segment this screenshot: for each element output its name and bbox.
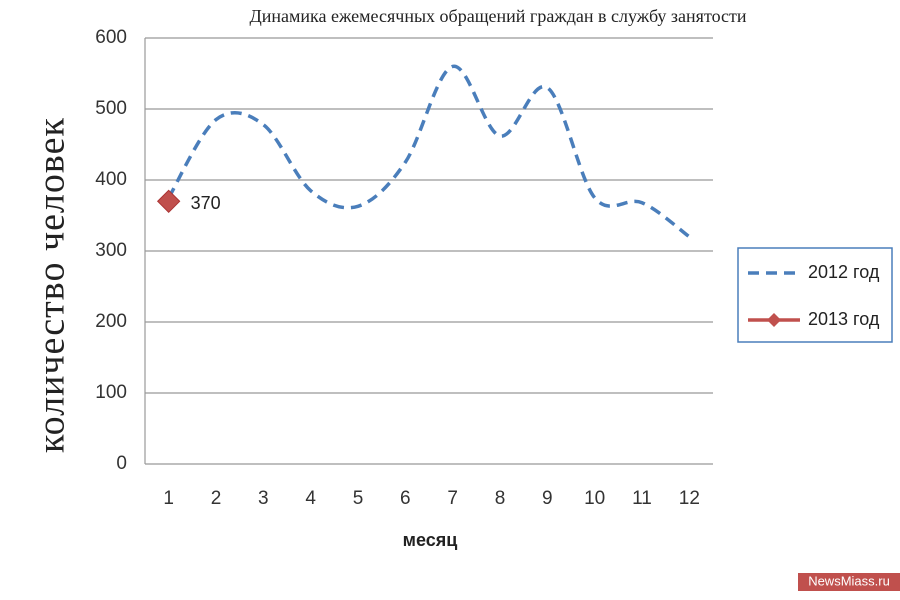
y-tick-label: 400: [95, 169, 127, 190]
x-tick-label: 11: [632, 488, 652, 509]
x-tick-label: 6: [400, 488, 411, 509]
y-tick-label: 300: [95, 240, 127, 261]
legend-marker: [767, 313, 781, 327]
x-tick-label: 3: [258, 488, 269, 509]
legend-box: [737, 247, 893, 343]
watermark-bg: [798, 573, 900, 591]
y-tick-label: 500: [95, 98, 127, 119]
x-tick-label: 1: [163, 488, 174, 509]
x-tick-label: 2: [211, 488, 222, 509]
point-marker: [156, 189, 181, 214]
x-tick-label: 8: [495, 488, 506, 509]
y-tick-label: 200: [95, 311, 127, 332]
x-tick-label: 7: [447, 488, 458, 509]
x-tick-label: 9: [542, 488, 553, 509]
y-tick-label: 100: [95, 382, 127, 403]
data-label: 370: [191, 193, 221, 213]
legend-label: 2013 год: [808, 309, 880, 329]
x-tick-label: 12: [679, 488, 700, 509]
chart-title: Динамика ежемесячных обращений граждан в…: [249, 6, 746, 26]
y-tick-label: 600: [95, 27, 127, 48]
x-tick-label: 10: [584, 488, 605, 509]
y-tick-label: 0: [116, 453, 127, 474]
watermark: NewsMiass.ru: [808, 573, 890, 588]
series-line: [167, 64, 691, 239]
legend-label: 2012 год: [808, 262, 880, 282]
x-tick-label: 4: [305, 488, 316, 509]
x-tick-label: 5: [353, 488, 364, 509]
x-axis-label: месяц: [403, 530, 458, 550]
y-axis-label: количество человек: [31, 117, 73, 453]
